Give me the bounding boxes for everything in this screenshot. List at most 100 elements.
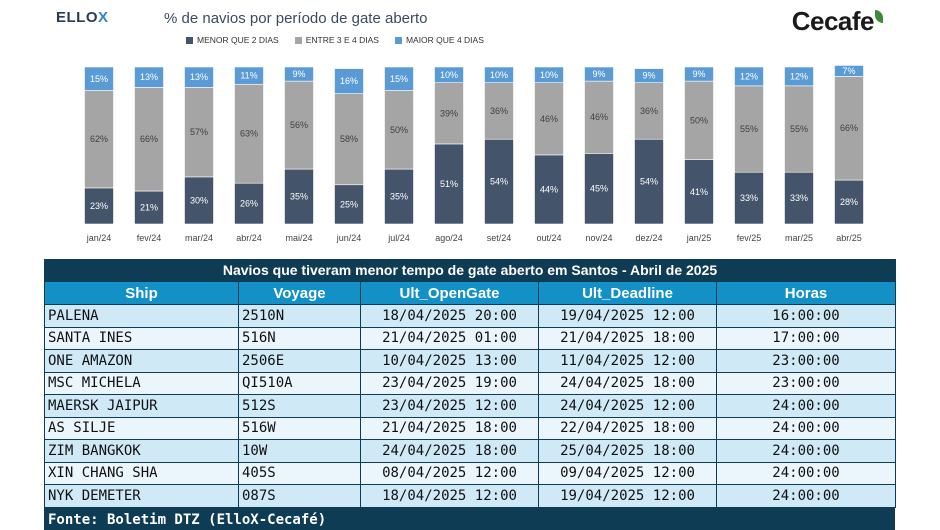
table-cell: 24:00:00 bbox=[716, 394, 896, 418]
bar-data-label: 28% bbox=[840, 197, 858, 207]
bar-data-label: 36% bbox=[640, 106, 658, 116]
table-cell: 09/04/2025 12:00 bbox=[538, 461, 717, 485]
bar-segment bbox=[634, 82, 664, 140]
table-cell: 24/04/2025 18:00 bbox=[360, 439, 539, 463]
legend-swatch-maior bbox=[394, 36, 402, 44]
x-tick-label: nov/24 bbox=[585, 233, 612, 243]
table-cell: 23:00:00 bbox=[716, 349, 896, 373]
table-cell: 087S bbox=[238, 484, 361, 508]
table-cell: XIN CHANG SHA bbox=[44, 461, 239, 485]
bar-segment bbox=[434, 66, 464, 83]
x-tick-label: mar/24 bbox=[185, 233, 213, 243]
bar-data-label: 33% bbox=[740, 193, 758, 203]
bar-data-label: 10% bbox=[540, 70, 558, 80]
bar-data-label: 16% bbox=[340, 76, 358, 86]
stacked-bar-chart: 23% 62% 15% jan/24 21% 66% 13% fev/24 30% 57% 13% m… bbox=[84, 65, 864, 243]
table-cell: 17:00:00 bbox=[716, 326, 896, 350]
bar-segment bbox=[234, 66, 264, 85]
table-cell: 23:00:00 bbox=[716, 371, 896, 395]
bar-segment bbox=[384, 90, 414, 170]
x-tick-label: set/24 bbox=[487, 233, 512, 243]
bar-segment bbox=[834, 76, 864, 181]
bar-data-label: 62% bbox=[90, 134, 108, 144]
bar-data-label: 35% bbox=[390, 192, 408, 202]
table-cell: 24:00:00 bbox=[716, 416, 896, 440]
bar-data-label: 54% bbox=[640, 177, 658, 187]
bar-data-label: 54% bbox=[490, 177, 508, 187]
table-row: ONE AMAZON 2506E 10/04/2025 13:00 11/04/202… bbox=[44, 349, 896, 373]
table-row: PALENA 2510N 18/04/2025 20:00 19/04/2025 12… bbox=[44, 304, 896, 328]
bar-data-label: 57% bbox=[190, 127, 208, 137]
table-row: MAERSK JAIPUR 512S 23/04/2025 12:00 24/04/2… bbox=[44, 394, 896, 418]
bar-data-label: 9% bbox=[642, 71, 655, 81]
bar-segment bbox=[484, 138, 514, 225]
bar-segment bbox=[434, 143, 464, 225]
bar-data-label: 39% bbox=[440, 108, 458, 118]
bar-data-label: 66% bbox=[840, 123, 858, 133]
legend-item-maior: MAIOR QUE 4 DIAS bbox=[394, 35, 484, 45]
bar-segment bbox=[84, 66, 114, 91]
bar-data-label: 50% bbox=[690, 115, 708, 125]
bar-data-label: 36% bbox=[490, 106, 508, 116]
bar-segment bbox=[434, 82, 464, 145]
table-cell: 10W bbox=[238, 439, 361, 463]
table-row: NYK DEMETER 087S 18/04/2025 12:00 19/04/202… bbox=[44, 484, 896, 508]
bar-data-label: 12% bbox=[790, 71, 808, 81]
table-cell: AS SILJE bbox=[44, 416, 239, 440]
table-cell: 23/04/2025 12:00 bbox=[360, 394, 539, 418]
x-tick-label: fev/24 bbox=[137, 233, 162, 243]
bar-segment bbox=[284, 80, 314, 170]
table-cell: 24:00:00 bbox=[716, 439, 896, 463]
table-cell: PALENA bbox=[44, 304, 239, 328]
legend-label-menor: MENOR QUE 2 DIAS bbox=[197, 35, 279, 45]
bar-segment bbox=[334, 93, 364, 186]
legend-label-entre: ENTRE 3 E 4 DIAS bbox=[305, 35, 379, 45]
bar-data-label: 23% bbox=[90, 201, 108, 211]
bar-segment bbox=[384, 66, 414, 91]
bar-segment bbox=[584, 153, 614, 225]
bar-segment bbox=[234, 83, 264, 184]
bar-data-label: 15% bbox=[90, 74, 108, 84]
table-header-row: Ship Voyage Ult_OpenGate Ult_Deadline Horas bbox=[44, 281, 896, 305]
x-tick-label: fev/25 bbox=[737, 233, 762, 243]
ellox-logo-text: ELLO bbox=[56, 9, 98, 26]
bar-data-label: 46% bbox=[590, 112, 608, 122]
x-tick-label: dez/24 bbox=[635, 233, 662, 243]
table-cell: 24/04/2025 12:00 bbox=[538, 394, 717, 418]
bar-data-label: 13% bbox=[190, 72, 208, 82]
bar-data-label: 9% bbox=[292, 69, 305, 79]
x-tick-label: mar/25 bbox=[785, 233, 813, 243]
ellox-logo-x: X bbox=[98, 9, 109, 26]
table-cell: 25/04/2025 18:00 bbox=[538, 439, 717, 463]
bar-data-label: 33% bbox=[790, 193, 808, 203]
bar-data-label: 11% bbox=[240, 71, 257, 81]
table-row: XIN CHANG SHA 405S 08/04/2025 12:00 09/04/2… bbox=[44, 461, 896, 485]
bar-segment bbox=[584, 66, 614, 82]
chart-legend: MENOR QUE 2 DIAS ENTRE 3 E 4 DIAS MAIOR … bbox=[186, 35, 484, 45]
cecafe-logo: Cecafe bbox=[792, 6, 883, 37]
bar-segment bbox=[684, 159, 714, 225]
legend-swatch-menor bbox=[186, 36, 193, 44]
table-row: AS SILJE 516W 21/04/2025 18:00 22/04/2025 1… bbox=[44, 416, 896, 440]
table-cell: QI510A bbox=[238, 371, 361, 395]
bar-segment bbox=[834, 65, 864, 77]
column-header: Horas bbox=[716, 281, 896, 305]
x-tick-label: jan/24 bbox=[86, 233, 112, 243]
table-cell: 18/04/2025 20:00 bbox=[360, 304, 539, 328]
table-title: Navios que tiveram menor tempo de gate a… bbox=[44, 259, 896, 282]
ellox-logo: ELLOX bbox=[56, 9, 109, 26]
bar-data-label: 55% bbox=[790, 124, 808, 134]
table-cell: 2510N bbox=[238, 304, 361, 328]
bar-data-label: 12% bbox=[740, 71, 758, 81]
bar-data-label: 56% bbox=[290, 120, 308, 130]
x-tick-label: jun/24 bbox=[336, 233, 362, 243]
column-header: Voyage bbox=[238, 281, 361, 305]
bar-segment bbox=[784, 66, 814, 87]
table-cell: 24/04/2025 18:00 bbox=[538, 371, 717, 395]
table-row: MSC MICHELA QI510A 23/04/2025 19:00 24/04/2… bbox=[44, 371, 896, 395]
bar-data-label: 9% bbox=[692, 69, 705, 79]
bar-data-label: 7% bbox=[842, 66, 855, 76]
bar-data-label: 51% bbox=[440, 179, 458, 189]
bar-data-label: 46% bbox=[540, 114, 558, 124]
table-cell: 2506E bbox=[238, 349, 361, 373]
